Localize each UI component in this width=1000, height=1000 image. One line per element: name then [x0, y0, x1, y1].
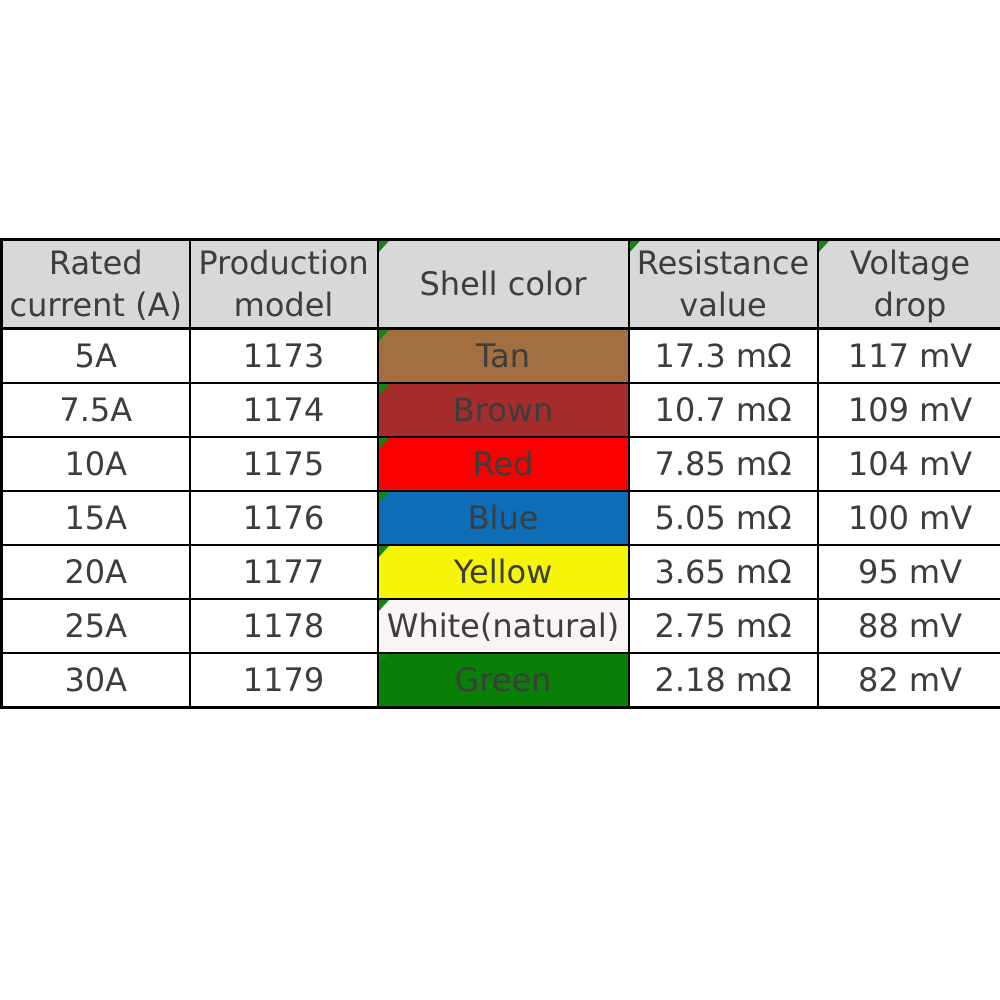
table-row: 5A 1173 Tan 17.3 mΩ 117 mV: [0, 327, 1000, 384]
corner-marker-icon: [379, 601, 389, 611]
shell-color-label: Brown: [452, 391, 554, 429]
cell-resistance-value: 5.05 mΩ: [627, 490, 819, 546]
cell-voltage-drop: 109 mV: [816, 382, 1000, 438]
corner-marker-icon: [630, 241, 640, 252]
cell-voltage-drop: 100 mV: [816, 490, 1000, 546]
table-row: 7.5A 1174 Brown 10.7 mΩ 109 mV: [0, 382, 1000, 438]
cell-rated-current: 10A: [0, 436, 191, 492]
shell-color-label: White(natural): [386, 607, 620, 645]
cell-rated-current: 30A: [0, 652, 191, 709]
cell-production-model: 1175: [188, 436, 379, 492]
header-voltage-drop: Voltage drop: [816, 238, 1000, 330]
cell-voltage-drop: 82 mV: [816, 652, 1000, 709]
header-label: Voltage drop: [849, 243, 971, 324]
corner-marker-icon: [379, 493, 389, 503]
header-label: Production model: [198, 243, 369, 324]
cell-production-model: 1173: [188, 327, 379, 384]
shell-color-label: Red: [472, 445, 534, 483]
cell-rated-current: 5A: [0, 327, 191, 384]
cell-resistance-value: 7.85 mΩ: [627, 436, 819, 492]
header-label: Resistance value: [636, 243, 810, 324]
table-row: 30A 1179 Green 2.18 mΩ 82 mV: [0, 652, 1000, 709]
cell-shell-color: Red: [376, 436, 630, 492]
corner-marker-icon: [379, 330, 389, 341]
cell-voltage-drop: 95 mV: [816, 544, 1000, 600]
corner-marker-icon: [379, 547, 389, 557]
spec-table: Rated current (A) Production model Shell…: [0, 238, 1000, 709]
cell-resistance-value: 2.75 mΩ: [627, 598, 819, 654]
shell-color-label: Blue: [467, 499, 539, 537]
cell-production-model: 1176: [188, 490, 379, 546]
table-row: 25A 1178 White(natural) 2.75 mΩ 88 mV: [0, 598, 1000, 654]
cell-shell-color: Yellow: [376, 544, 630, 600]
cell-rated-current: 25A: [0, 598, 191, 654]
cell-rated-current: 20A: [0, 544, 191, 600]
cell-voltage-drop: 88 mV: [816, 598, 1000, 654]
header-resistance-value: Resistance value: [627, 238, 819, 330]
cell-production-model: 1174: [188, 382, 379, 438]
cell-shell-color: Green: [376, 652, 630, 709]
cell-resistance-value: 10.7 mΩ: [627, 382, 819, 438]
header-label: Rated current (A): [9, 243, 182, 324]
shell-color-label: Yellow: [453, 553, 553, 591]
cell-voltage-drop: 117 mV: [816, 327, 1000, 384]
cell-production-model: 1177: [188, 544, 379, 600]
cell-shell-color: Brown: [376, 382, 630, 438]
cell-production-model: 1178: [188, 598, 379, 654]
corner-marker-icon: [379, 385, 389, 395]
corner-marker-icon: [379, 654, 389, 665]
cell-resistance-value: 17.3 mΩ: [627, 327, 819, 384]
cell-resistance-value: 3.65 mΩ: [627, 544, 819, 600]
table-row: 15A 1176 Blue 5.05 mΩ 100 mV: [0, 490, 1000, 546]
header-label: Shell color: [419, 264, 587, 303]
cell-shell-color: Blue: [376, 490, 630, 546]
header-row: Rated current (A) Production model Shell…: [0, 238, 1000, 330]
corner-marker-icon: [819, 241, 829, 252]
header-shell-color: Shell color: [376, 238, 630, 330]
cell-production-model: 1179: [188, 652, 379, 709]
cell-voltage-drop: 104 mV: [816, 436, 1000, 492]
cell-resistance-value: 2.18 mΩ: [627, 652, 819, 709]
header-production-model: Production model: [188, 238, 379, 330]
cell-rated-current: 15A: [0, 490, 191, 546]
cell-rated-current: 7.5A: [0, 382, 191, 438]
shell-color-label: Green: [454, 661, 552, 699]
shell-color-label: Tan: [475, 337, 531, 375]
corner-marker-icon: [379, 439, 389, 449]
header-rated-current: Rated current (A): [0, 238, 191, 330]
corner-marker-icon: [379, 241, 389, 252]
cell-shell-color: Tan: [376, 327, 630, 384]
table-row: 10A 1175 Red 7.85 mΩ 104 mV: [0, 436, 1000, 492]
table-row: 20A 1177 Yellow 3.65 mΩ 95 mV: [0, 544, 1000, 600]
cell-shell-color: White(natural): [376, 598, 630, 654]
